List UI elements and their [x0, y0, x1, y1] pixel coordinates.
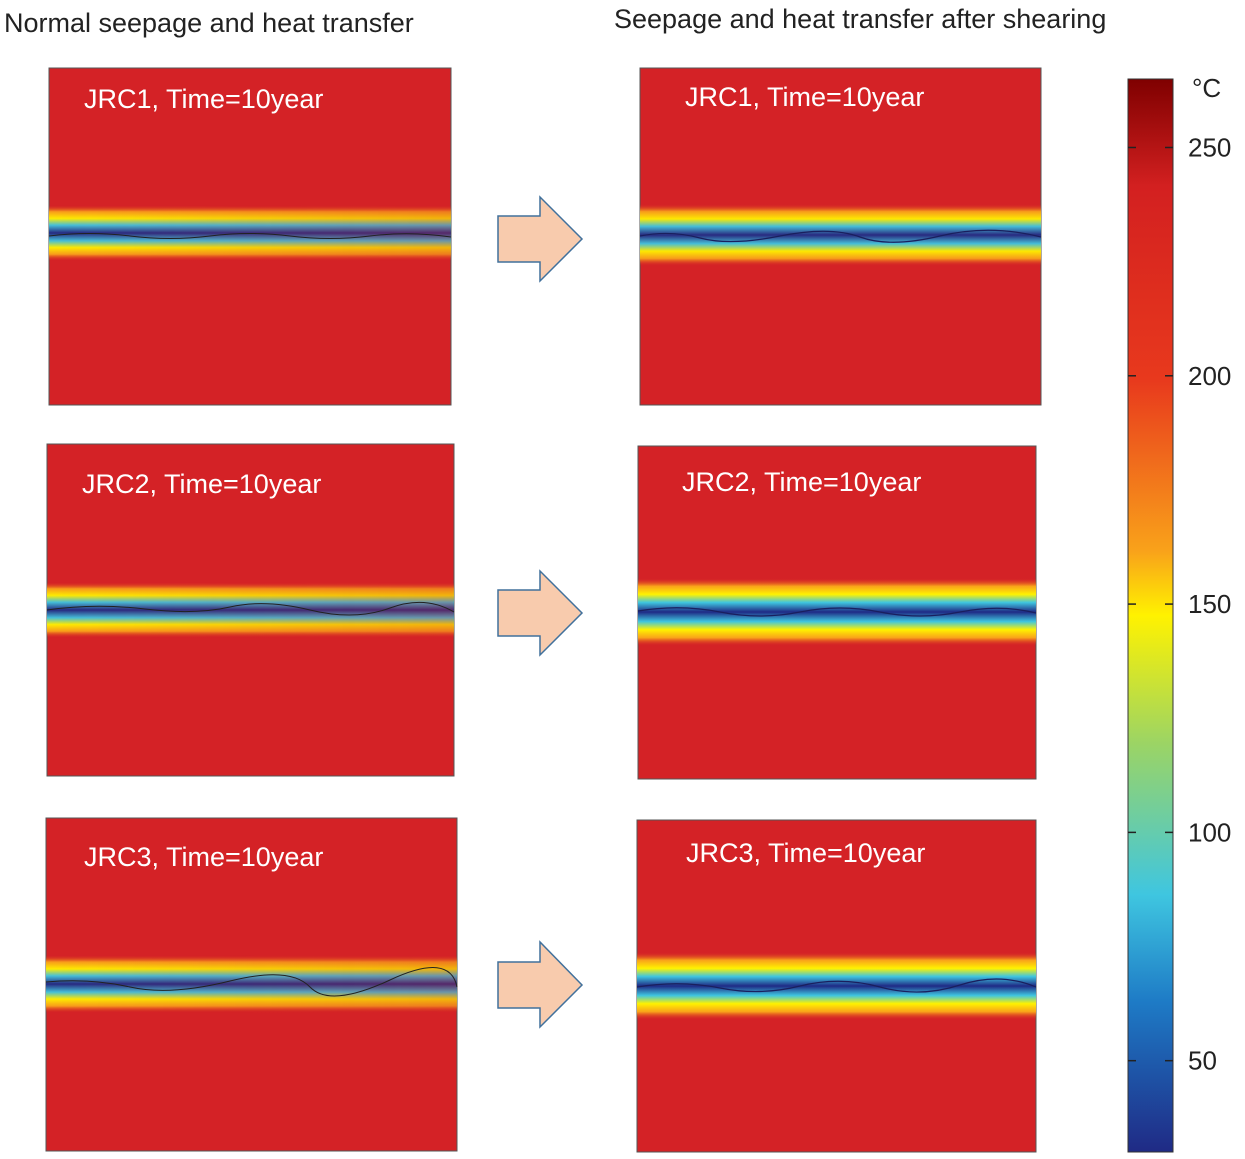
- fracture-line: [637, 607, 1037, 617]
- panel-label: JRC3, Time=10year: [686, 838, 925, 868]
- fracture-line: [636, 978, 1037, 993]
- fracture-line: [48, 233, 452, 239]
- panel-normal-jrc3: JRC3, Time=10year: [45, 817, 458, 1152]
- fracture-temperature-band: [637, 952, 1036, 1020]
- fracture-temperature-band: [640, 204, 1041, 266]
- colorbar-unit: °C: [1192, 73, 1221, 103]
- fracture-temperature-band: [47, 582, 454, 638]
- arrow-icon: [497, 195, 584, 283]
- fracture-line: [45, 967, 458, 997]
- colorbar-tick-label: 200: [1188, 361, 1231, 391]
- panel-label: JRC1, Time=10year: [84, 84, 323, 114]
- colorbar-tick-label: 250: [1188, 132, 1231, 162]
- colorbar: °C 250 200 150 100 50: [1127, 73, 1231, 1153]
- colorbar-ticks: 250 200 150 100 50: [1128, 132, 1231, 1076]
- colorbar-tick-label: 100: [1188, 817, 1231, 847]
- panel-label: JRC1, Time=10year: [685, 82, 924, 112]
- panel-sheared-jrc1: JRC1, Time=10year: [639, 67, 1042, 406]
- heading-sheared: Seepage and heat transfer after shearing: [614, 4, 1106, 34]
- arrow-icon: [497, 569, 584, 657]
- heading-normal: Normal seepage and heat transfer: [4, 8, 414, 38]
- colorbar-tick-label: 150: [1188, 589, 1231, 619]
- fracture-temperature-band: [46, 955, 457, 1013]
- panel-sheared-jrc2: JRC2, Time=10year: [637, 445, 1037, 780]
- fracture-line: [46, 601, 455, 616]
- panel-label: JRC3, Time=10year: [84, 842, 323, 872]
- panel-normal-jrc2: JRC2, Time=10year: [46, 443, 455, 777]
- arrow-icon: [497, 940, 584, 1029]
- panel-sheared-jrc3: JRC3, Time=10year: [636, 819, 1037, 1153]
- colorbar-gradient: [1127, 78, 1174, 1153]
- panel-label: JRC2, Time=10year: [682, 467, 921, 497]
- panel-label: JRC2, Time=10year: [82, 469, 321, 499]
- colorbar-tick-label: 50: [1188, 1046, 1217, 1076]
- fracture-line: [639, 229, 1042, 243]
- panel-normal-jrc1: JRC1, Time=10year: [48, 67, 452, 406]
- fracture-temperature-band: [638, 578, 1036, 646]
